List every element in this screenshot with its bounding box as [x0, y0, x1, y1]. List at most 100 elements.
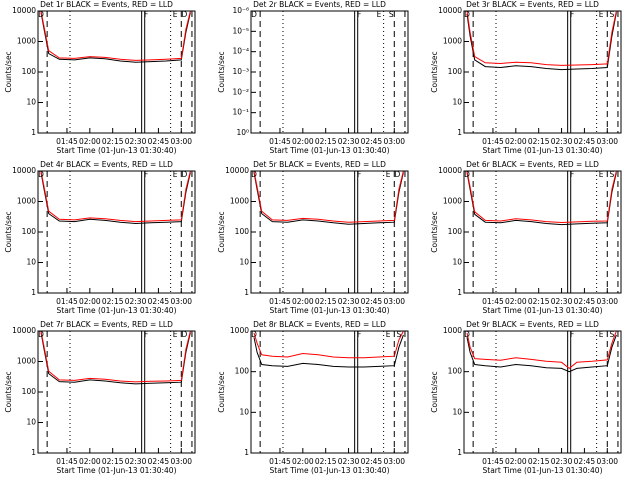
y-tick-label: 100	[448, 227, 463, 236]
x-tick-label: 02:15	[528, 297, 550, 306]
x-tick-label: 03:00	[170, 457, 192, 466]
chart-title: Det 6r BLACK = Events, RED = LLD	[466, 160, 599, 169]
x-tick-label: 02:00	[292, 137, 314, 146]
y-tick-label: 1	[457, 448, 462, 457]
y-tick-label: 1000	[230, 197, 249, 206]
y-tick-label: 10⁻¹	[232, 108, 249, 117]
flag-label: D	[251, 170, 257, 179]
y-tick-label: 1	[457, 128, 462, 137]
flag-label: D	[464, 330, 470, 339]
x-tick-label: 02:00	[79, 457, 101, 466]
y-axis-label: Counts/sec	[4, 371, 13, 412]
data-line	[253, 330, 404, 359]
flag-label: S	[389, 10, 394, 19]
x-tick-label: 02:00	[292, 297, 314, 306]
data-line	[40, 170, 191, 223]
y-tick-label: 10	[26, 98, 36, 107]
x-tick-label: 03:00	[596, 457, 618, 466]
flag-label: D	[464, 170, 470, 179]
x-tick-label: 03:00	[383, 297, 405, 306]
x-tick-label: 02:00	[505, 137, 527, 146]
plot-frame	[463, 330, 622, 454]
x-tick-label: 01:45	[482, 457, 504, 466]
flag-label: S	[396, 330, 401, 339]
x-tick-label: 02:45	[148, 137, 170, 146]
x-axis-label: Start Time (01-Jun-13 01:30:40)	[270, 306, 390, 315]
y-tick-label: 10000	[225, 166, 249, 175]
x-axis-label: Start Time (01-Jun-13 01:30:40)	[483, 306, 603, 315]
y-axis-label: Counts/sec	[430, 211, 439, 252]
x-tick-label: 03:00	[596, 137, 618, 146]
y-tick-label: 100	[22, 67, 37, 76]
flag-label: E	[173, 10, 178, 19]
plot-frame	[37, 330, 196, 454]
flag-label: F	[570, 10, 574, 19]
y-tick-label: 1000	[230, 326, 249, 335]
x-tick-label: 02:00	[505, 297, 527, 306]
data-line	[40, 10, 191, 61]
x-tick-label: 01:45	[269, 297, 291, 306]
flag-label: F	[144, 170, 148, 179]
y-tick-label: 10	[452, 258, 462, 267]
chart-panel: Det 8r BLACK = Events, RED = LLD Start Ti…	[217, 320, 409, 475]
x-tick-label: 02:00	[79, 137, 101, 146]
chart-title: Det 5r BLACK = Events, RED = LLD	[253, 160, 386, 169]
data-line	[466, 12, 617, 71]
x-tick-label: 02:45	[574, 137, 596, 146]
y-tick-label: 100	[448, 67, 463, 76]
flag-label: F	[357, 330, 361, 339]
y-tick-label: 1	[244, 448, 249, 457]
y-axis-label: Counts/sec	[4, 211, 13, 252]
x-tick-label: 03:00	[383, 137, 405, 146]
y-tick-label: 100	[235, 367, 250, 376]
y-tick-label: 1	[31, 448, 36, 457]
chart-title: Det 7r BLACK = Events, RED = LLD	[40, 320, 173, 329]
data-line	[466, 10, 617, 66]
x-tick-label: 02:15	[528, 137, 550, 146]
y-tick-label: 10	[26, 258, 36, 267]
y-tick-label: 10⁻⁴	[232, 47, 249, 56]
y-tick-label: 10000	[12, 6, 36, 15]
flag-label: D	[251, 10, 257, 19]
chart-title: Det 2r BLACK = Events, RED = LLD	[253, 0, 386, 9]
flag-label: D	[181, 170, 187, 179]
x-tick-label: 02:15	[102, 457, 124, 466]
data-line	[253, 334, 404, 368]
x-tick-label: 02:30	[125, 137, 147, 146]
x-tick-label: 02:15	[315, 137, 337, 146]
y-tick-label: 10⁻⁵	[232, 26, 249, 35]
chart-title: Det 3r BLACK = Events, RED = LLD	[466, 0, 599, 9]
flag-label: D	[251, 330, 257, 339]
x-tick-label: 02:45	[361, 297, 383, 306]
y-tick-label: 10000	[438, 166, 462, 175]
x-axis-label: Start Time (01-Jun-13 01:30:40)	[57, 146, 177, 155]
chart-panel: Det 9r BLACK = Events, RED = LLD Start Ti…	[430, 320, 622, 475]
flag-label: E	[599, 170, 604, 179]
y-axis-label: Counts/sec	[430, 51, 439, 92]
plot-frame	[463, 10, 622, 134]
x-tick-label: 01:45	[56, 137, 78, 146]
plot-frame	[250, 330, 409, 454]
x-tick-label: 01:45	[269, 137, 291, 146]
y-axis-label: Counts/sec	[217, 211, 226, 252]
flag-label: F	[570, 170, 574, 179]
y-tick-label: 10000	[12, 326, 36, 335]
flag-label: F	[144, 330, 148, 339]
y-tick-label: 10	[239, 258, 249, 267]
x-tick-label: 02:30	[338, 457, 360, 466]
x-axis-label: Start Time (01-Jun-13 01:30:40)	[57, 466, 177, 475]
x-tick-label: 02:30	[338, 137, 360, 146]
x-tick-label: 01:45	[56, 457, 78, 466]
flag-label: E	[599, 10, 604, 19]
y-tick-label: 1000	[443, 326, 462, 335]
x-tick-label: 02:00	[505, 457, 527, 466]
data-line	[466, 170, 617, 224]
x-axis-label: Start Time (01-Jun-13 01:30:40)	[270, 146, 390, 155]
y-tick-label: 1	[244, 288, 249, 297]
y-axis-label: Counts/sec	[4, 51, 13, 92]
x-tick-label: 02:45	[361, 137, 383, 146]
plot-frame	[250, 10, 409, 134]
data-line	[40, 332, 191, 385]
data-line	[466, 330, 617, 370]
